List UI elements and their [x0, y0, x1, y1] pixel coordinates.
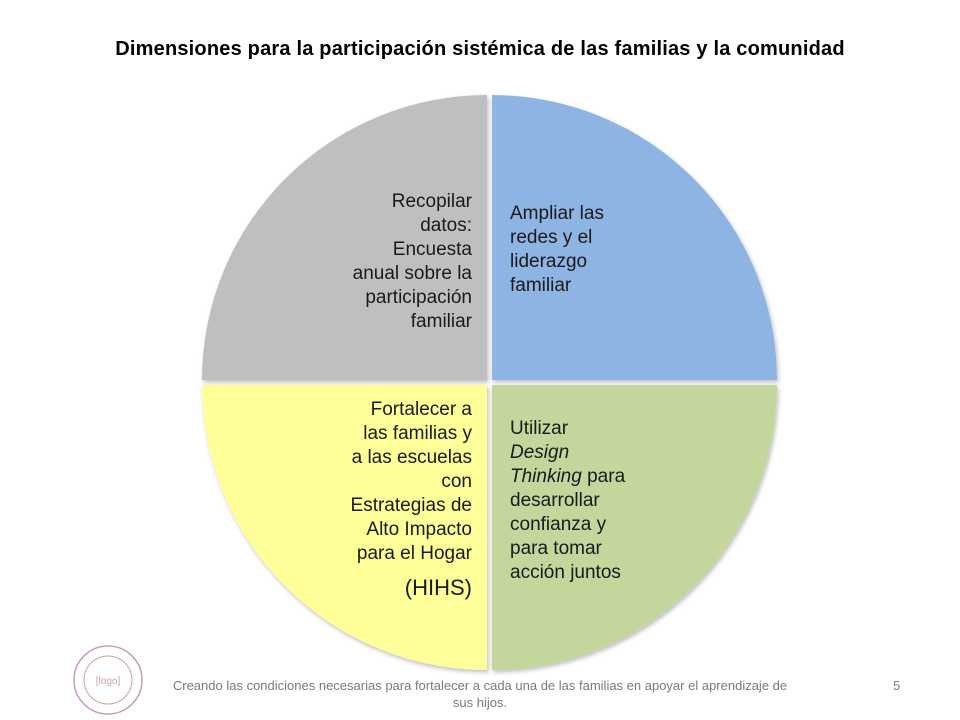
- text-fragment: para: [581, 466, 626, 487]
- svg-text:[logo]: [logo]: [96, 676, 121, 687]
- quadrant-bottom-right: [492, 385, 777, 670]
- text-line: familiar: [510, 275, 572, 296]
- text-line: anual sobre la: [352, 263, 472, 284]
- text-line: Utilizar: [510, 418, 569, 439]
- text-line: con: [441, 471, 472, 492]
- quadrant-top-left-text: Recopilar datos: Encuesta anual sobre la…: [270, 190, 472, 334]
- quadrant-bottom-right-text: Utilizar Design Thinking para desarrolla…: [510, 417, 690, 585]
- text-line: participación: [365, 287, 472, 308]
- text-line: Encuesta: [392, 239, 472, 260]
- text-line: redes y el: [510, 227, 593, 248]
- text-line: liderazgo: [510, 251, 588, 272]
- text-line: para tomar: [510, 538, 602, 559]
- text-line: Estrategias de: [350, 495, 472, 516]
- quadrant-bottom-left: [202, 385, 487, 670]
- italic-term: Thinking: [510, 466, 582, 487]
- footer-caption: Creando las condiciones necesarias para …: [90, 677, 870, 711]
- text-line: familiar: [410, 311, 472, 332]
- page-number: 5: [893, 678, 901, 693]
- text-line-mixed: Thinking para: [510, 465, 690, 489]
- text-line: Ampliar las: [510, 203, 604, 224]
- text-line: Fortalecer a: [370, 399, 472, 420]
- quadrant-top-right-text: Ampliar las redes y el liderazgo familia…: [510, 202, 670, 298]
- text-line: confianza y: [510, 514, 607, 535]
- district-seal-logo: [logo]: [73, 645, 143, 715]
- quadrant-top-right: [492, 95, 777, 380]
- footer-line: Creando las condiciones necesarias para …: [172, 678, 788, 693]
- text-line: datos:: [420, 215, 472, 236]
- acronym-label: (HIHS): [404, 575, 472, 600]
- text-line-italic: Design: [510, 442, 570, 463]
- text-line: acción juntos: [510, 562, 621, 583]
- text-line: desarrollar: [510, 490, 600, 511]
- slide-title: Dimensiones para la participación sistém…: [115, 38, 845, 60]
- text-line: Alto Impacto: [366, 519, 472, 540]
- text-line: las familias y: [363, 423, 472, 444]
- footer-line: sus hijos.: [452, 695, 508, 710]
- text-line: Recopilar: [391, 191, 472, 212]
- quadrant-bottom-left-text: Fortalecer a las familias y a las escuel…: [290, 398, 472, 600]
- quadrant-top-left: [202, 95, 487, 380]
- text-line: a las escuelas: [351, 447, 472, 468]
- text-line: para el Hogar: [356, 543, 472, 564]
